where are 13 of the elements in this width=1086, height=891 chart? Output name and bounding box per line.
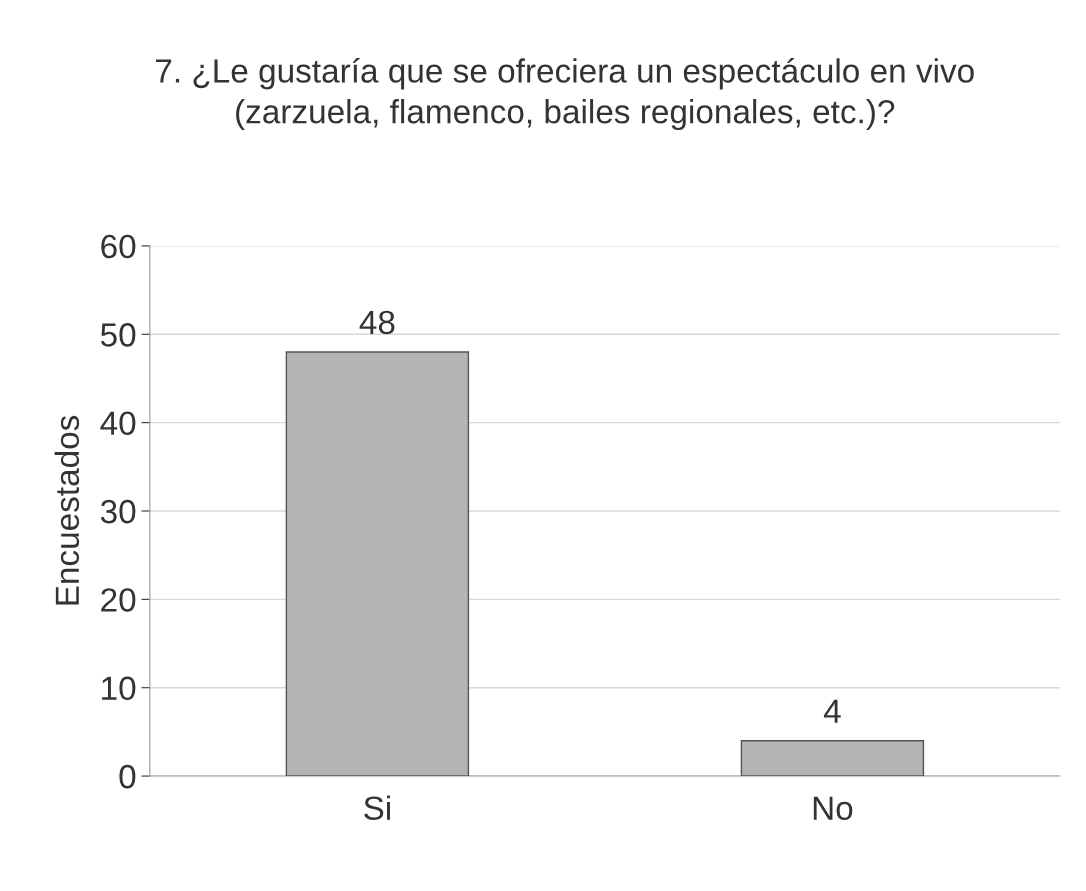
data-label: 48 bbox=[359, 310, 395, 335]
y-tick-label: 50 bbox=[100, 323, 136, 347]
y-tick-label: 10 bbox=[102, 676, 136, 701]
chart-title: 7. ¿Le gustaría que se ofreciera un espectáculo en vivo (zarzuela, flamenco, bailes regionales, etc.)? bbox=[156, 57, 974, 131]
y-tick-label: 60 bbox=[101, 234, 136, 259]
y-tick-label: 0 bbox=[119, 764, 136, 789]
y-tick-label: 20 bbox=[101, 588, 136, 612]
y-axis-title: Encuestados bbox=[54, 415, 80, 605]
x-tick-label: Si bbox=[364, 795, 390, 820]
y-tick-label: 40 bbox=[100, 411, 136, 436]
x-tick-label: No bbox=[813, 796, 853, 820]
data-label: 4 bbox=[823, 699, 841, 723]
y-tick-label: 30 bbox=[100, 499, 136, 524]
